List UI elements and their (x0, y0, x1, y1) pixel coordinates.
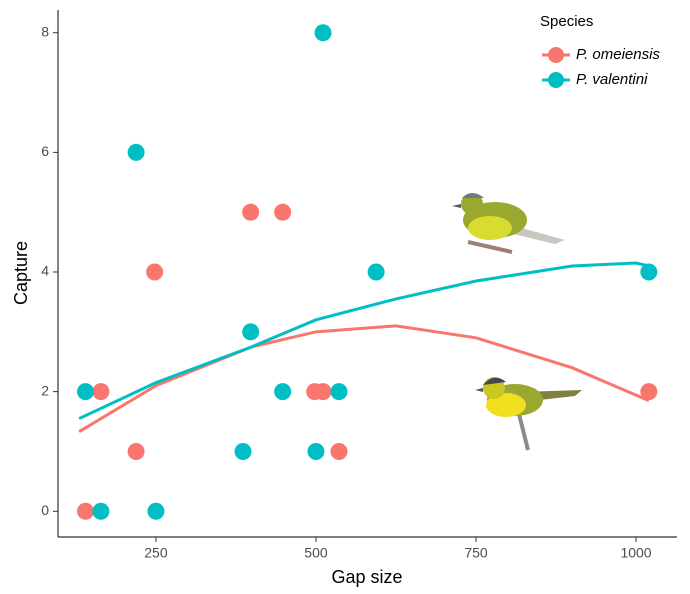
point (640, 263, 658, 281)
point (330, 442, 348, 460)
legend-key (548, 72, 564, 88)
y-tick-label: 6 (41, 143, 49, 159)
legend-label: P. valentini (576, 71, 648, 88)
point (77, 383, 95, 401)
point (127, 143, 145, 161)
point (242, 203, 260, 221)
point (77, 502, 95, 520)
point (330, 383, 348, 401)
bird-illustration (452, 193, 565, 254)
point (274, 203, 292, 221)
point (92, 383, 110, 401)
point (146, 263, 164, 281)
x-tick-label: 250 (144, 545, 168, 561)
legend-key (548, 47, 564, 63)
point (640, 383, 658, 401)
point (234, 442, 252, 460)
point (274, 383, 292, 401)
point (314, 24, 332, 42)
x-tick-label: 500 (304, 545, 328, 561)
point (367, 263, 385, 281)
point (307, 442, 325, 460)
x-tick-label: 750 (464, 545, 488, 561)
y-tick-label: 2 (41, 382, 49, 398)
point (92, 502, 110, 520)
point (127, 442, 145, 460)
point (242, 323, 260, 341)
y-tick-label: 8 (41, 23, 49, 39)
x-axis-title: Gap size (331, 567, 402, 587)
x-tick-label: 1000 (620, 545, 651, 561)
point (147, 502, 165, 520)
bird-illustration (475, 377, 582, 451)
legend-title: Species (540, 13, 593, 30)
fit-line (78, 261, 650, 420)
y-axis-title: Capture (11, 241, 31, 305)
legend-label: P. omeiensis (576, 46, 660, 63)
y-tick-label: 0 (41, 502, 49, 518)
y-tick-label: 4 (41, 263, 49, 279)
point (314, 383, 332, 401)
fit-line (78, 324, 650, 434)
